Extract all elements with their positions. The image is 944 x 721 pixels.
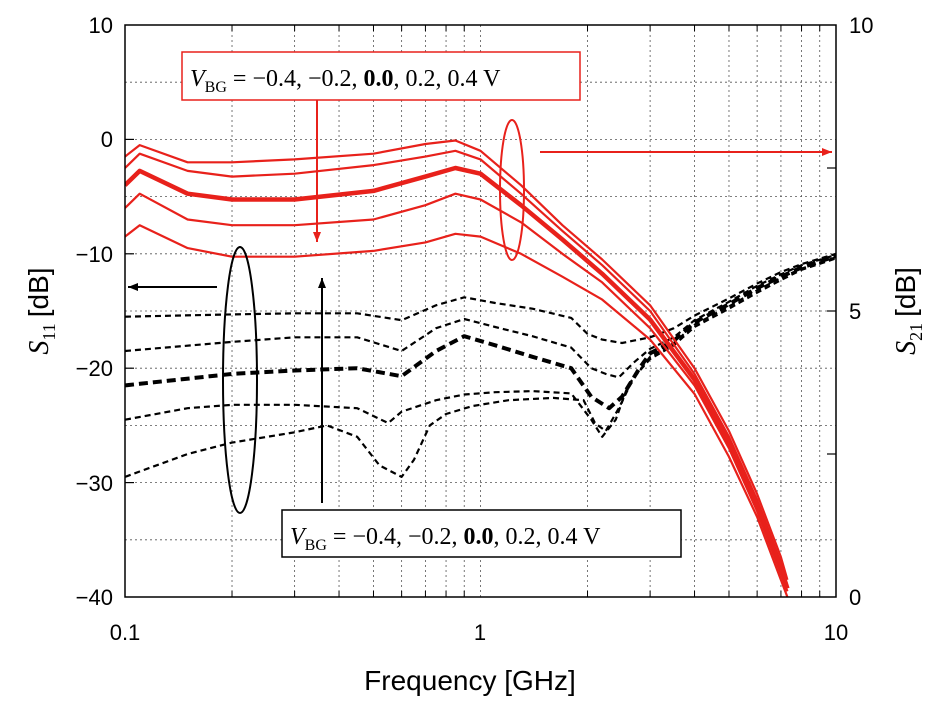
- s11-annotation-box: [281, 509, 682, 558]
- left-tick-label: −20: [76, 356, 113, 381]
- s21-series-ellipse: [499, 119, 525, 261]
- left-tick-label: 0: [101, 127, 113, 152]
- s11-series-line: [125, 253, 836, 379]
- left-tick-label: −40: [76, 585, 113, 610]
- s11-series-line: [125, 252, 836, 345]
- x-tick-labels: 0.1 1 10: [110, 620, 849, 645]
- x-axis-title: Frequency [GHz]: [364, 665, 576, 696]
- s21-series-line: [125, 224, 789, 597]
- left-tick-label: −10: [76, 242, 113, 267]
- right-tick-label: 0: [849, 585, 861, 610]
- x-tick-label: 10: [824, 620, 848, 645]
- s11-annotation-text: VBG = −0.4, −0.2, 0.0, 0.2, 0.4 V: [290, 524, 601, 554]
- s11-series-line: [125, 256, 836, 438]
- s11-series-line: [125, 254, 836, 411]
- s11-series-ellipse: [222, 246, 258, 514]
- right-tick-label: 5: [849, 299, 861, 324]
- x-tick-label: 1: [474, 620, 486, 645]
- left-tick-label: 10: [89, 13, 113, 38]
- left-axis-title: S11[dB]: [23, 267, 59, 354]
- left-tick-labels: 10 0 −10 −20 −30 −40: [76, 13, 113, 610]
- s21-annotation-box: [181, 51, 581, 101]
- s11-series-line: [125, 257, 836, 478]
- left-tick-label: −30: [76, 471, 113, 496]
- tick-marks: [125, 25, 836, 597]
- right-tick-label: 10: [849, 13, 873, 38]
- right-axis-title: S21[dB]: [890, 267, 926, 355]
- s21-annotation-text: VBG = −0.4, −0.2, 0.0, 0.2, 0.4 V: [190, 66, 501, 96]
- s11-series-group: [125, 252, 836, 478]
- right-tick-labels: 10 5 0: [849, 13, 873, 610]
- plot-frame: [124, 24, 837, 598]
- x-tick-label: 0.1: [110, 620, 141, 645]
